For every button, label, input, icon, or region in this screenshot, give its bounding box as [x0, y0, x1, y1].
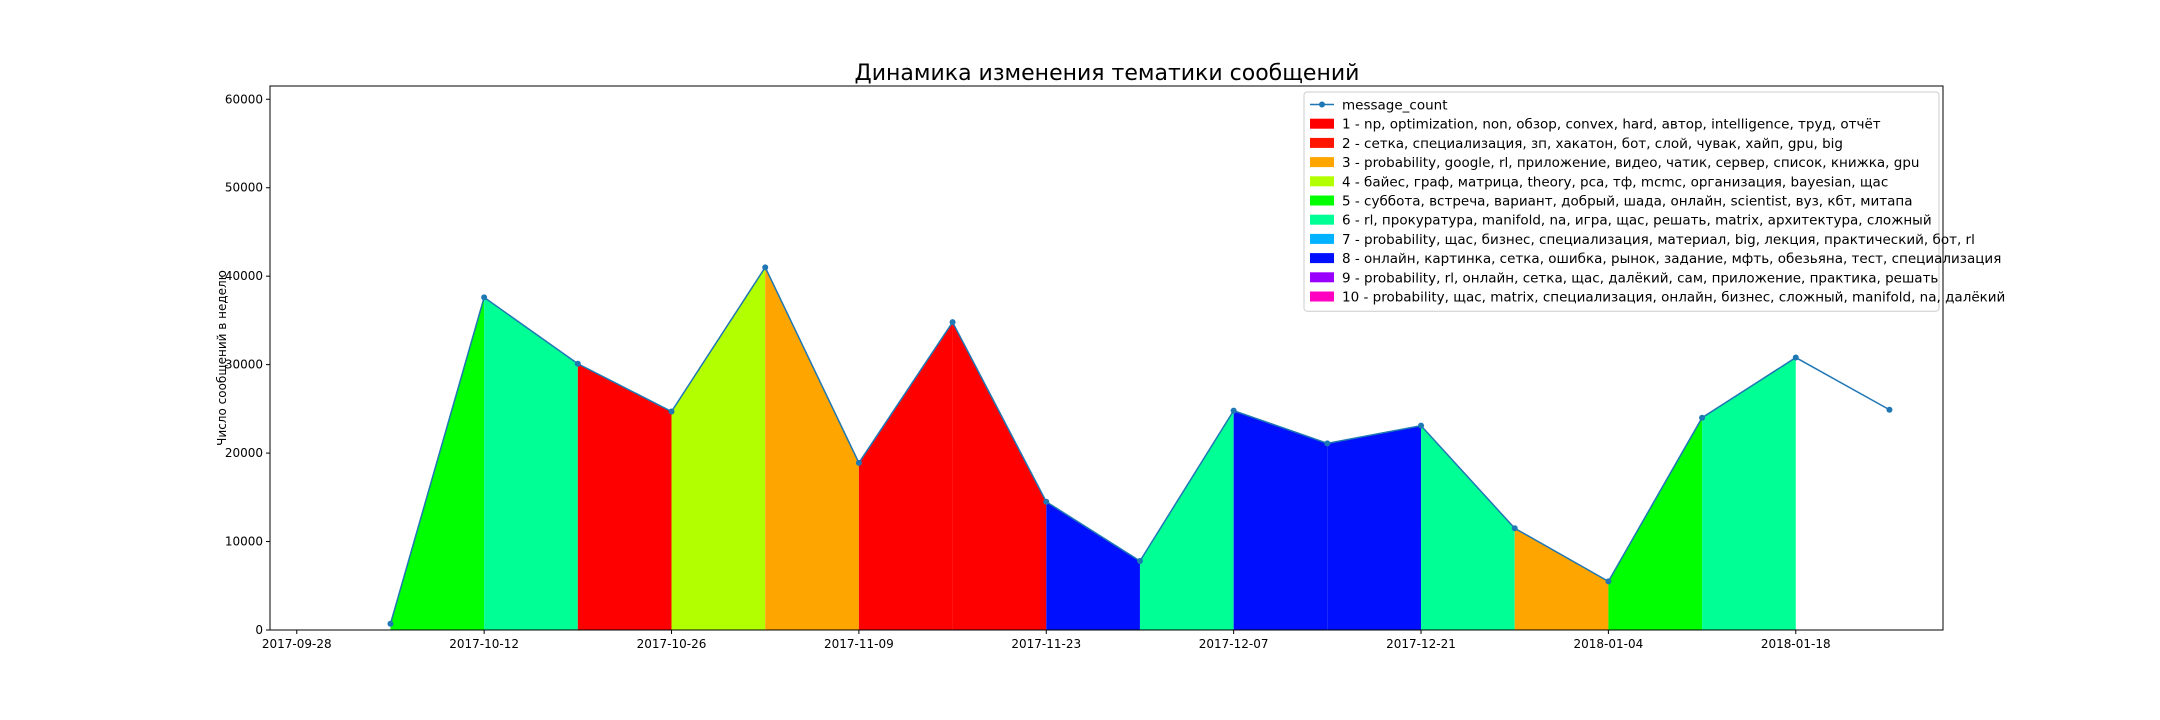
- x-tick-label: 2018-01-04: [1574, 637, 1644, 651]
- legend-swatch-topic-6: [1310, 214, 1334, 225]
- legend-swatch-topic-2: [1310, 137, 1334, 148]
- legend-label-topic-8: 8 - онлайн, картинка, сетка, ошибка, рын…: [1342, 251, 2001, 267]
- x-tick-label: 2017-11-23: [1011, 637, 1081, 651]
- data-point-17: [1886, 406, 1893, 413]
- area-segment-2: [484, 297, 578, 630]
- legend-line-marker: [1319, 101, 1325, 108]
- legend-label-topic-9: 9 - probability, rl, онлайн, сетка, щас,…: [1342, 270, 1938, 286]
- legend-swatch-topic-9: [1310, 272, 1334, 283]
- data-point-4: [668, 408, 675, 415]
- legend-label-topic-2: 2 - сетка, специализация, зп, хакатон, б…: [1342, 136, 1843, 152]
- legend-label-topic-6: 6 - rl, прокуратура, manifold, na, игра,…: [1342, 213, 1932, 229]
- legend-box: [1303, 91, 1940, 312]
- legend-swatch-topic-1: [1310, 118, 1334, 129]
- chart-title: Динамика изменения тематики сообщений: [855, 61, 1360, 86]
- x-tick-label: 2018-01-18: [1761, 637, 1831, 651]
- legend-swatch-topic-3: [1310, 157, 1334, 168]
- x-tick-label: 2017-10-12: [449, 637, 519, 651]
- data-point-13: [1511, 525, 1518, 532]
- legend-label-topic-7: 7 - probability, щас, бизнес, специализа…: [1342, 232, 1975, 248]
- data-point-9: [1136, 558, 1143, 565]
- data-point-8: [1043, 498, 1050, 505]
- y-tick-label: 50000: [225, 181, 263, 195]
- area-segment-3: [577, 363, 672, 630]
- legend-swatch-topic-5: [1310, 195, 1334, 206]
- area-segment-6: [858, 322, 953, 630]
- data-point-7: [949, 319, 956, 326]
- plot-frame: [269, 85, 1944, 631]
- area-segment-13: [1514, 528, 1609, 630]
- area-segment-12: [1421, 425, 1515, 630]
- data-point-11: [1324, 440, 1331, 447]
- legend-swatch-topic-10: [1310, 291, 1334, 302]
- x-tick-label: 2017-12-21: [1386, 637, 1456, 651]
- axes: 0 10000 20000 30000 40000 50000 60000 2017-09-2…: [215, 85, 1944, 651]
- data-point-6: [855, 459, 862, 466]
- area-segment-10: [1233, 410, 1328, 630]
- topic-areas: [390, 267, 1796, 630]
- data-point-3: [574, 360, 581, 367]
- y-tick-label: 20000: [225, 446, 263, 460]
- area-segment-8: [1046, 501, 1140, 630]
- legend-label-topic-10: 10 - probability, щас, matrix, специализ…: [1342, 290, 2005, 306]
- data-point-10: [1230, 407, 1237, 414]
- x-tick-label: 2017-11-09: [824, 637, 894, 651]
- area-segment-7: [952, 322, 1047, 630]
- legend-label-topic-4: 4 - байес, граф, матрица, theory, pca, т…: [1342, 174, 1888, 190]
- y-tick-label: 40000: [225, 269, 263, 283]
- data-point-1: [387, 620, 394, 627]
- data-point-12: [1418, 422, 1425, 429]
- x-tick-label: 2017-09-28: [262, 637, 332, 651]
- area-segment-5: [765, 267, 859, 630]
- x-tick-label: 2017-10-26: [637, 637, 707, 651]
- data-point-14: [1605, 578, 1612, 585]
- legend-label-topic-3: 3 - probability, google, rl, приложение,…: [1342, 155, 1919, 171]
- legend-label-topic-5: 5 - суббота, встреча, вариант, добрый, ш…: [1342, 194, 1913, 210]
- data-point-2: [481, 294, 488, 301]
- message-count-line: [387, 264, 1893, 627]
- area-segment-4: [671, 267, 766, 630]
- legend: message_count 1 - np, optimization, non, …: [1303, 91, 2005, 312]
- legend-swatch-topic-4: [1310, 176, 1334, 187]
- legend-label-message-count: message_count: [1342, 98, 1448, 114]
- y-tick-label: 10000: [225, 535, 263, 549]
- y-axis-label: Число сообщений в неделю: [215, 270, 229, 446]
- y-tick-label: 60000: [225, 92, 263, 106]
- y-tick-label: 30000: [225, 358, 263, 372]
- x-tick-label: 2017-12-07: [1199, 637, 1269, 651]
- legend-label-topic-1: 1 - np, optimization, non, обзор, convex…: [1342, 117, 1881, 133]
- area-segment-11: [1327, 425, 1422, 630]
- area-segment-14: [1608, 417, 1703, 630]
- y-tick-label: 0: [255, 623, 263, 637]
- data-point-16: [1792, 354, 1799, 361]
- area-segment-15: [1702, 357, 1796, 630]
- legend-swatch-topic-7: [1310, 233, 1334, 244]
- legend-swatch-topic-8: [1310, 253, 1334, 264]
- area-segment-9: [1139, 410, 1234, 630]
- data-point-5: [762, 264, 769, 271]
- data-point-15: [1699, 414, 1706, 421]
